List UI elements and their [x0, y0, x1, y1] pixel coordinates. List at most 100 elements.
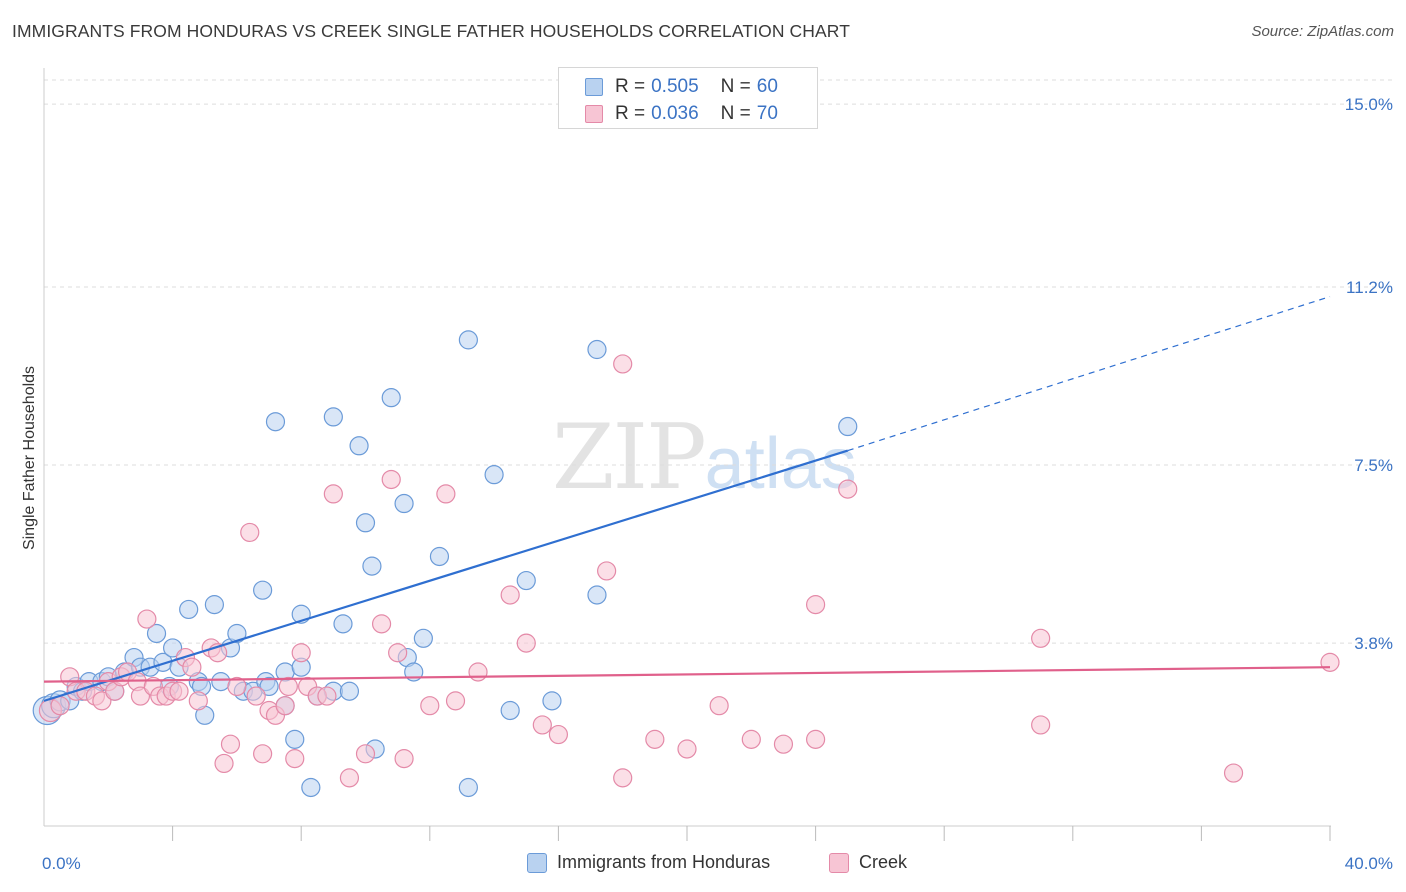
honduras-point — [323, 407, 343, 427]
honduras-point — [587, 339, 607, 360]
creek-point — [773, 734, 794, 754]
honduras-point — [381, 388, 401, 408]
legend-item-creek[interactable]: Creek — [829, 852, 907, 873]
y-tick-label: 11.2% — [1346, 278, 1393, 297]
n-value: 60 — [756, 76, 778, 97]
creek-point — [420, 696, 440, 716]
creek-point — [741, 729, 761, 749]
x-tick-label: 40.0% — [1345, 854, 1393, 873]
creek-point — [1320, 652, 1340, 672]
honduras-point — [500, 700, 520, 721]
honduras-point — [458, 330, 478, 350]
creek-point — [240, 522, 260, 543]
creek-point — [355, 744, 376, 764]
creek-point — [1223, 763, 1244, 783]
stats-row-honduras: R = 0.505 N = 60 — [585, 75, 778, 99]
creek-point — [468, 662, 488, 682]
honduras-point — [516, 570, 536, 591]
honduras-point — [146, 623, 167, 644]
honduras-point — [227, 623, 247, 644]
stats-row-creek: R = 0.036 N = 70 — [585, 102, 778, 126]
bottom-legend: Immigrants from Honduras Creek — [0, 852, 1406, 876]
creek-point — [285, 749, 305, 769]
creek-point — [388, 643, 408, 663]
honduras-point — [542, 691, 562, 711]
creek-point — [1031, 628, 1051, 648]
honduras-point — [259, 676, 279, 697]
honduras-point — [362, 556, 382, 576]
creek-point — [500, 585, 520, 605]
creek-point — [214, 753, 234, 774]
source-label: Source: ZipAtlas.com — [1251, 23, 1394, 40]
honduras-point — [587, 585, 607, 605]
creek-point — [188, 691, 208, 711]
creek-point — [92, 691, 112, 711]
pink-swatch — [585, 105, 603, 123]
honduras-point — [179, 599, 199, 620]
n-label: N = — [720, 76, 751, 97]
watermark: ZIPatlas — [552, 405, 857, 510]
creek-point — [246, 686, 266, 706]
n-label: N = — [720, 103, 751, 124]
creek-point — [275, 696, 295, 716]
creek-point — [182, 657, 202, 677]
r-label: R = — [615, 103, 646, 124]
honduras-point — [333, 614, 353, 634]
r-value: 0.505 — [651, 76, 699, 97]
creek-point — [516, 633, 536, 653]
honduras-point — [253, 580, 273, 600]
creek-point — [1031, 715, 1051, 735]
creek-point — [227, 676, 247, 697]
creek-point — [339, 768, 360, 788]
honduras-point — [285, 729, 305, 749]
honduras-point — [394, 493, 414, 514]
creek-point — [445, 691, 466, 711]
creek-point — [597, 561, 617, 581]
creek-point — [317, 686, 337, 706]
y-tick-label: 7.5% — [1354, 456, 1393, 475]
r-value: 0.036 — [651, 103, 699, 124]
creek-point — [805, 729, 826, 749]
n-value: 70 — [756, 103, 778, 124]
honduras-point — [429, 546, 450, 567]
creek-point — [169, 681, 189, 701]
honduras-point — [355, 513, 376, 533]
creek-point — [323, 484, 343, 504]
creek-point — [50, 696, 70, 716]
y-tick-label: 3.8% — [1354, 634, 1393, 653]
watermark-zip: ZIP — [552, 405, 707, 510]
stats-legend: R = 0.505 N = 60 R = 0.036 N = 70 — [558, 67, 818, 129]
creek-point — [613, 768, 633, 788]
creek-point — [613, 354, 633, 374]
legend-label: Immigrants from Honduras — [557, 852, 771, 872]
honduras-point — [301, 777, 321, 798]
y-tick-label: 15.0% — [1345, 95, 1393, 114]
honduras-point — [349, 436, 369, 456]
creek-point — [253, 744, 273, 764]
legend-label: Creek — [859, 852, 908, 872]
creek-point — [278, 676, 298, 697]
r-label: R = — [615, 76, 646, 97]
legend-item-honduras[interactable]: Immigrants from Honduras — [527, 852, 770, 873]
creek-point — [677, 739, 697, 759]
honduras-trend-extension — [847, 296, 1331, 452]
chart-title: IMMIGRANTS FROM HONDURAS VS CREEK SINGLE… — [12, 21, 850, 41]
creek-trend-line — [43, 666, 1331, 683]
watermark-atlas: atlas — [704, 424, 857, 504]
blue-swatch — [527, 852, 547, 873]
honduras-point — [211, 672, 231, 692]
creek-point — [548, 724, 569, 745]
creek-point — [220, 734, 241, 754]
creek-point — [645, 729, 665, 749]
creek-point — [371, 614, 392, 634]
creek-point — [137, 609, 157, 629]
creek-point — [805, 595, 826, 615]
pink-swatch — [829, 852, 849, 873]
honduras-point — [163, 638, 183, 658]
blue-swatch — [585, 78, 603, 96]
creek-point — [381, 469, 401, 490]
creek-point — [532, 715, 552, 735]
creek-point — [394, 749, 414, 769]
creek-point — [291, 643, 311, 663]
